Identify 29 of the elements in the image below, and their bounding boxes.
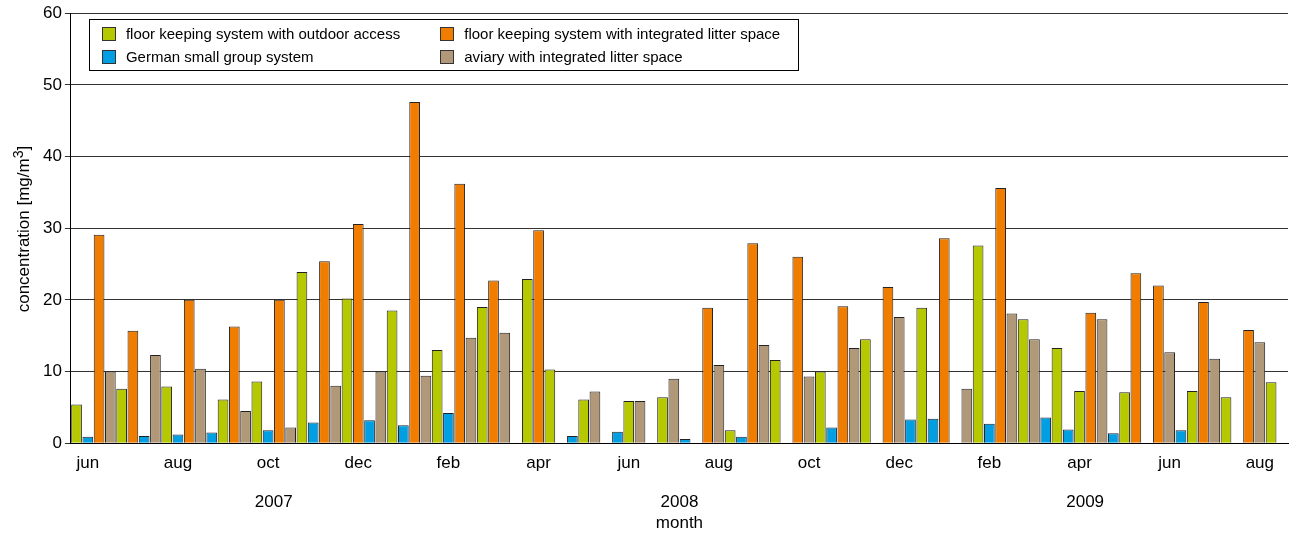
text: 2009	[1066, 491, 1105, 511]
y-tick-label: 20	[42, 289, 62, 309]
x-tick-label: dec	[344, 453, 373, 473]
x-tick-label: aug	[1245, 453, 1275, 473]
x-tick-label: feb	[436, 453, 461, 473]
y-tick-label: 0	[52, 432, 62, 452]
y-tick-label: 50	[42, 74, 62, 94]
x-tick-label: apr	[526, 453, 552, 473]
x-tick-label: dec	[885, 453, 914, 473]
y-tick-label: 40	[42, 146, 62, 166]
y-tick-label: 60	[42, 2, 62, 22]
text: 2008	[660, 491, 699, 511]
x-tick-label: feb	[977, 453, 1002, 473]
y-tick-label: 30	[42, 217, 62, 237]
x-tick-label: oct	[797, 453, 821, 473]
x-tick-label: apr	[1067, 453, 1093, 473]
x-tick-label: jun	[75, 453, 100, 473]
x-tick-label: jun	[1157, 453, 1182, 473]
x-tick-label: aug	[163, 453, 193, 473]
legend-label: floor keeping system with integrated litter space	[464, 25, 781, 43]
text: 2007	[254, 491, 293, 511]
legend-label: aviary with integrated litter space	[464, 48, 683, 66]
legend-label: German small group system	[125, 48, 314, 66]
y-tick-label: 10	[42, 361, 62, 381]
x-tick-label: oct	[256, 453, 280, 473]
legend-label: floor keeping system with outdoor access	[125, 25, 401, 43]
x-tick-label: aug	[704, 453, 734, 473]
x-axis-title: month	[655, 513, 704, 533]
x-tick-label: jun	[616, 453, 641, 473]
